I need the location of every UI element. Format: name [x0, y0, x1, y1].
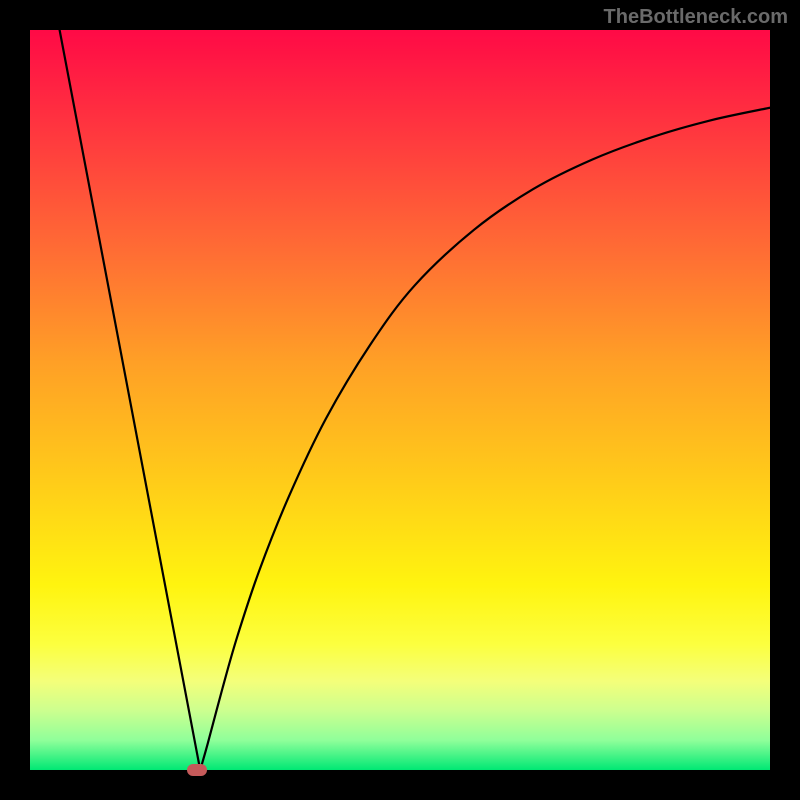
minimum-marker [187, 764, 207, 776]
bottleneck-curve [30, 30, 770, 770]
plot-area [30, 30, 770, 770]
watermark-text: TheBottleneck.com [604, 6, 788, 29]
